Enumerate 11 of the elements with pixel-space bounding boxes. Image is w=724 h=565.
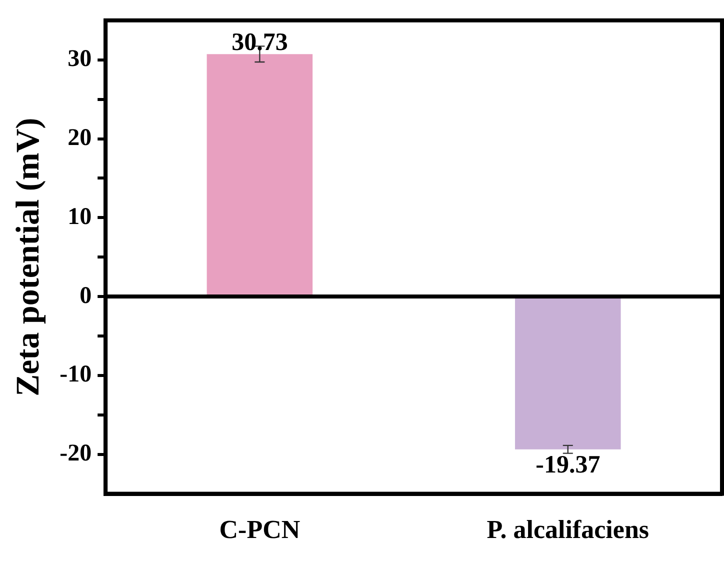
data-label: -19.37 (536, 451, 600, 478)
y-tick-label: 20 (68, 124, 92, 151)
x-tick-label: C-PCN (219, 515, 300, 544)
x-tick-label: P. alcalifaciens (486, 515, 650, 544)
y-tick-label: 30 (68, 46, 92, 72)
y-tick-label: -20 (60, 440, 92, 467)
data-label: 30.73 (232, 29, 288, 56)
y-tick-label: -10 (60, 362, 92, 388)
y-tick-label: 0 (80, 282, 92, 309)
y-axis-title: Zeta potential (mV) (10, 118, 46, 396)
y-tick-label: 10 (68, 204, 92, 230)
